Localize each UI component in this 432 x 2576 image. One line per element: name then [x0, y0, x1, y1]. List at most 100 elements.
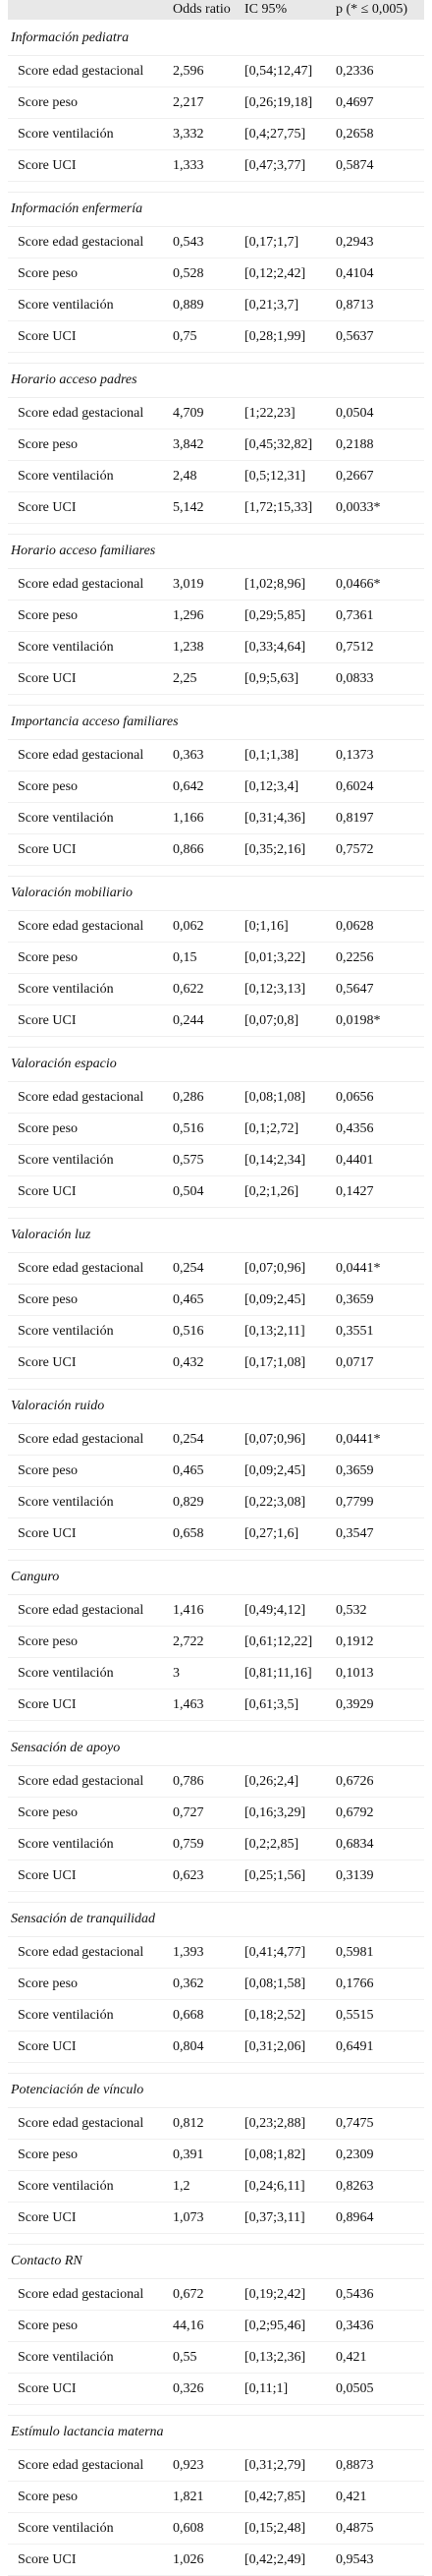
table-row: Score peso 0,15 [0,01;3,22] 0,2256 — [8, 942, 424, 974]
odds-ratio-cell: 0,672 — [170, 2278, 242, 2311]
odds-ratio-cell: 0,642 — [170, 771, 242, 803]
p-value-cell: 0,2336 — [333, 55, 424, 87]
section-title: Contacto RN — [8, 2244, 424, 2279]
score-label-cell: Score peso — [8, 1455, 170, 1487]
score-label-cell: Score peso — [8, 1797, 170, 1829]
table-row: Score UCI 0,804 [0,31;2,06] 0,6491 — [8, 2031, 424, 2063]
confidence-interval-cell: [0,35;2,16] — [242, 833, 333, 866]
section-header-row: Potenciación de vínculo — [8, 2073, 424, 2108]
p-value-cell: 0,0656 — [333, 1081, 424, 1114]
score-label-cell: Score peso — [8, 2139, 170, 2171]
table-row: Score ventilación 0,608 [0,15;2,48] 0,4875 — [8, 2512, 424, 2545]
odds-ratio-cell: 1,333 — [170, 149, 242, 182]
confidence-interval-cell: [0,08;1,58] — [242, 1968, 333, 2000]
table-header-row: Odds ratio IC 95% p (* ≤ 0,005) — [8, 0, 424, 22]
table-row: Score edad gestacional 0,254 [0,07;0,96] 0,… — [8, 1252, 424, 1285]
confidence-interval-cell: [0,18;2,52] — [242, 1999, 333, 2032]
score-label-cell: Score edad gestacional — [8, 55, 170, 87]
score-label-cell: Score edad gestacional — [8, 1423, 170, 1456]
score-label-cell: Score peso — [8, 86, 170, 119]
p-value-cell: 0,6792 — [333, 1797, 424, 1829]
score-label-cell: Score UCI — [8, 491, 170, 524]
p-value-cell: 0,7475 — [333, 2107, 424, 2140]
score-label-cell: Score peso — [8, 600, 170, 632]
confidence-interval-cell: [0,07;0,8] — [242, 1004, 333, 1037]
score-label-cell: Score ventilación — [8, 1657, 170, 1689]
score-label-cell: Score edad gestacional — [8, 739, 170, 772]
section-spacer-cell — [8, 1720, 424, 1732]
p-value-cell: 0,2188 — [333, 429, 424, 461]
section-header-row: Horario acceso padres — [8, 363, 424, 398]
p-value-cell: 0,0198* — [333, 1004, 424, 1037]
section-spacer-cell — [8, 1891, 424, 1903]
table-row: Score peso 3,842 [0,45;32,82] 0,2188 — [8, 429, 424, 461]
table-row: Score edad gestacional 0,812 [0,23;2,88] 0,… — [8, 2107, 424, 2140]
p-value-cell: 0,7572 — [333, 833, 424, 866]
section-header-row: Estímulo lactancia materna — [8, 2415, 424, 2450]
score-label-cell: Score edad gestacional — [8, 568, 170, 601]
odds-ratio-cell: 0,812 — [170, 2107, 242, 2140]
p-value-cell: 0,5436 — [333, 2278, 424, 2311]
confidence-interval-cell: [0,49;4,12] — [242, 1594, 333, 1627]
table-row: Score ventilación 1,2 [0,24;6,11] 0,8263 — [8, 2170, 424, 2203]
score-label-cell: Score ventilación — [8, 1315, 170, 1347]
table-row: Score UCI 1,463 [0,61;3,5] 0,3929 — [8, 1689, 424, 1721]
p-value-cell: 0,1013 — [333, 1657, 424, 1689]
odds-ratio-cell: 0,062 — [170, 910, 242, 943]
section-spacer — [8, 1378, 424, 1390]
table-row: Score peso 1,821 [0,42;7,85] 0,421 — [8, 2481, 424, 2513]
table-row: Score ventilación 0,889 [0,21;3,7] 0,8713 — [8, 289, 424, 321]
p-value-cell: 0,5874 — [333, 149, 424, 182]
odds-ratio-cell: 0,608 — [170, 2512, 242, 2545]
confidence-interval-cell: [0,26;2,4] — [242, 1765, 333, 1798]
odds-ratio-cell: 1,2 — [170, 2170, 242, 2203]
confidence-interval-cell: [0,61;3,5] — [242, 1689, 333, 1721]
odds-ratio-table: Odds ratio IC 95% p (* ≤ 0,005) Informac… — [8, 0, 424, 2576]
confidence-interval-cell: [0,12;3,4] — [242, 771, 333, 803]
odds-ratio-cell: 4,709 — [170, 397, 242, 429]
confidence-interval-cell: [0,09;2,45] — [242, 1455, 333, 1487]
table-row: Score peso 0,465 [0,09;2,45] 0,3659 — [8, 1284, 424, 1316]
p-value-cell: 0,3139 — [333, 1860, 424, 1892]
odds-ratio-cell: 2,217 — [170, 86, 242, 119]
confidence-interval-cell: [0,33;4,64] — [242, 631, 333, 663]
odds-ratio-cell: 0,786 — [170, 1765, 242, 1798]
confidence-interval-cell: [0,29;5,85] — [242, 600, 333, 632]
confidence-interval-cell: [0,4;27,75] — [242, 118, 333, 150]
confidence-interval-cell: [0,01;3,22] — [242, 942, 333, 974]
score-label-cell: Score peso — [8, 429, 170, 461]
confidence-interval-cell: [0,61;12,22] — [242, 1626, 333, 1658]
confidence-interval-cell: [0,1;2,72] — [242, 1113, 333, 1145]
table-row: Score edad gestacional 0,786 [0,26;2,4] 0,6… — [8, 1765, 424, 1798]
table-row: Score ventilación 0,668 [0,18;2,52] 0,5515 — [8, 1999, 424, 2032]
table-row: Score ventilación 0,622 [0,12;3,13] 0,5647 — [8, 973, 424, 1005]
odds-ratio-cell: 0,465 — [170, 1455, 242, 1487]
confidence-interval-cell: [0,37;3,11] — [242, 2202, 333, 2234]
p-value-cell: 0,421 — [333, 2341, 424, 2374]
score-label-cell: Score ventilación — [8, 2341, 170, 2374]
section-header-row: Canguro — [8, 1560, 424, 1595]
confidence-interval-cell: [0,17;1,7] — [242, 226, 333, 258]
odds-ratio-cell: 1,238 — [170, 631, 242, 663]
odds-ratio-cell: 1,166 — [170, 802, 242, 834]
confidence-interval-cell: [0,42;2,49] — [242, 2544, 333, 2576]
section-title: Canguro — [8, 1560, 424, 1595]
section-title: Valoración ruido — [8, 1389, 424, 1424]
section-spacer — [8, 1036, 424, 1048]
p-value-cell: 0,5637 — [333, 320, 424, 353]
section-spacer — [8, 2062, 424, 2074]
odds-ratio-cell: 0,244 — [170, 1004, 242, 1037]
odds-ratio-cell: 5,142 — [170, 491, 242, 524]
odds-ratio-cell: 0,528 — [170, 258, 242, 290]
odds-ratio-cell: 0,575 — [170, 1144, 242, 1176]
table-row: Score peso 0,465 [0,09;2,45] 0,3659 — [8, 1455, 424, 1487]
p-value-cell: 0,0505 — [333, 2373, 424, 2405]
p-value-cell: 0,0033* — [333, 491, 424, 524]
odds-ratio-cell: 0,432 — [170, 1346, 242, 1379]
p-value-cell: 0,532 — [333, 1594, 424, 1627]
confidence-interval-cell: [1,02;8,96] — [242, 568, 333, 601]
confidence-interval-cell: [0,12;2,42] — [242, 258, 333, 290]
p-value-cell: 0,0504 — [333, 397, 424, 429]
section-title: Potenciación de vínculo — [8, 2073, 424, 2108]
score-label-cell: Score edad gestacional — [8, 1765, 170, 1798]
